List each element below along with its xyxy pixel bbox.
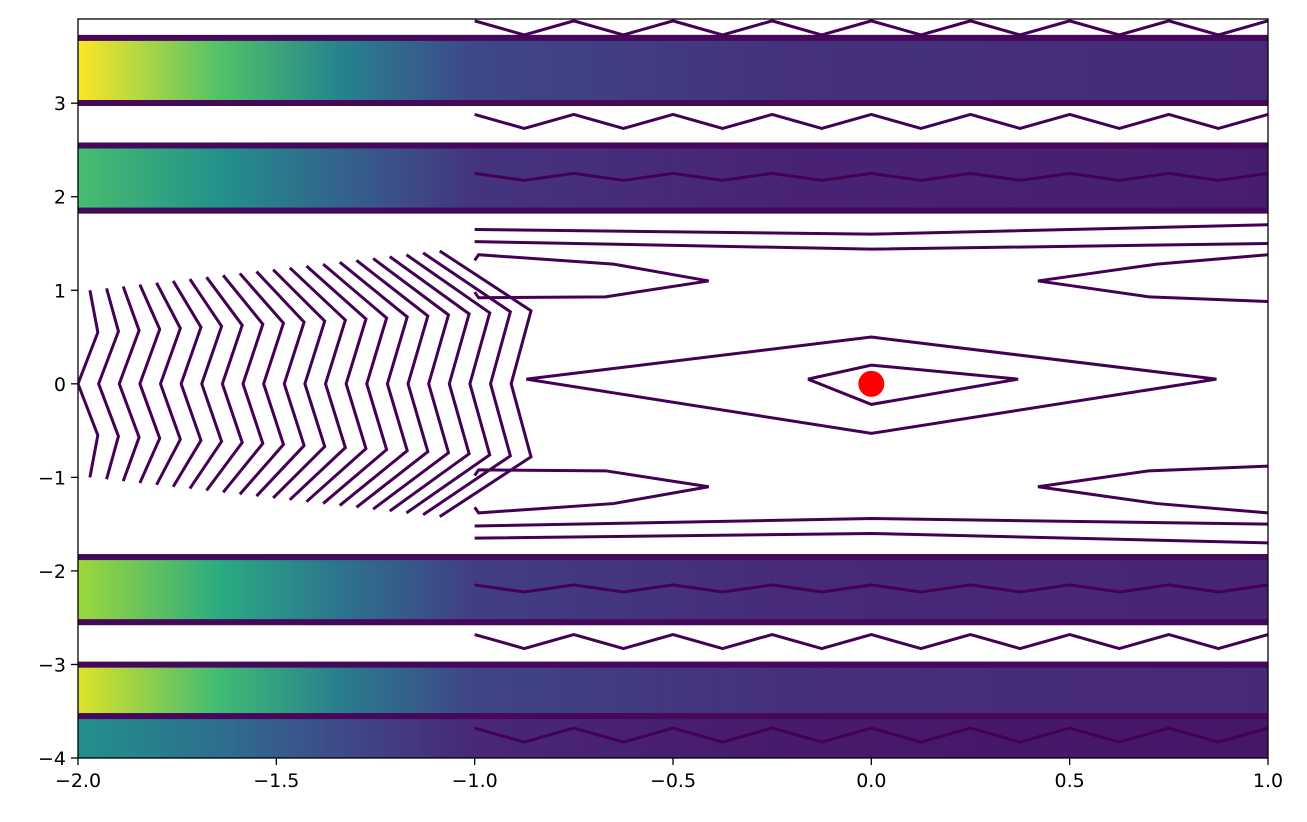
contour-chevron [388,255,471,513]
contour-chevron [272,268,327,500]
contour-chevron [205,276,244,492]
y-tick-label: 0 [54,374,66,396]
contour-chevron [138,284,162,484]
contour-chevron [322,262,389,505]
x-tick-label: −1.0 [452,770,498,792]
x-tick-label: −2.0 [55,770,101,792]
y-tick-label: −1 [38,467,66,489]
plot-area [78,19,1268,758]
x-tick-label: 0.5 [1055,770,1085,792]
contour-band-edge [78,99,1268,106]
contour-ripple [474,171,1268,182]
contour-chevron [171,280,203,488]
contour-chevron [78,290,100,478]
minimum-marker [858,370,885,397]
x-axis: −2.0 −1.5 −1.0 −0.5 0.0 0.5 1.0 [55,758,1283,792]
y-tick-label: 3 [54,93,66,115]
contour-band [78,713,1268,758]
contour-boundary [474,223,1268,236]
contour-chevron [155,282,182,486]
y-axis: −4 −3 −2 −1 0 1 2 3 [38,93,78,770]
contour-ripple [474,583,1268,594]
contour-boundary [474,517,1268,528]
contour-chevron [97,288,121,480]
contour-chevron [188,278,224,490]
contour-band-edge [78,207,1268,214]
contour-ring [526,335,1217,435]
contour-ripple [474,112,1268,131]
contour-lobe [473,253,709,300]
x-tick-label: 0.0 [856,770,886,792]
y-tick-label: −4 [38,748,66,770]
contour-chevron [405,253,492,515]
contour-ripple [474,632,1268,651]
contour-chevron [238,272,286,496]
contour-chevron [255,270,306,498]
contour-chevron [355,259,430,509]
contour-chevron [338,261,409,507]
contour-boundary [474,531,1268,545]
contour-chevron [288,266,348,501]
contour-lines [78,19,1268,744]
contour-band-edge [78,661,1268,668]
contour-band-edge [78,142,1268,149]
contour-ripple [474,726,1268,744]
contour-lobe [1037,253,1268,304]
contour-ring [807,363,1019,406]
contour-chevron [305,264,368,503]
x-tick-label: −1.5 [253,770,299,792]
contour-chevron [422,251,513,517]
contour-band-edge [78,713,1268,720]
x-tick-label: 1.0 [1253,770,1283,792]
contour-boundary [474,240,1268,251]
y-tick-label: −2 [38,561,66,583]
contour-chevron [117,286,141,482]
contour-band-edge [78,619,1268,626]
contour-band-edge [78,34,1268,41]
filled-contour-bands [78,34,1268,758]
x-tick-label: −0.5 [650,770,696,792]
y-tick-label: 2 [54,187,66,209]
contour-band [78,554,1268,626]
contour-band [78,142,1268,214]
contour-ripple [474,19,1268,37]
contour-lobe [473,468,709,515]
contour-chevron [222,274,265,494]
minimum-marker-layer [858,370,885,397]
contour-band [78,34,1268,106]
contour-band-edge [78,554,1268,561]
contour-lobe [1037,464,1268,515]
contour-chevron [372,257,451,511]
y-tick-label: 1 [54,280,66,302]
contour-chevron [438,249,533,518]
y-tick-label: −3 [38,654,66,676]
